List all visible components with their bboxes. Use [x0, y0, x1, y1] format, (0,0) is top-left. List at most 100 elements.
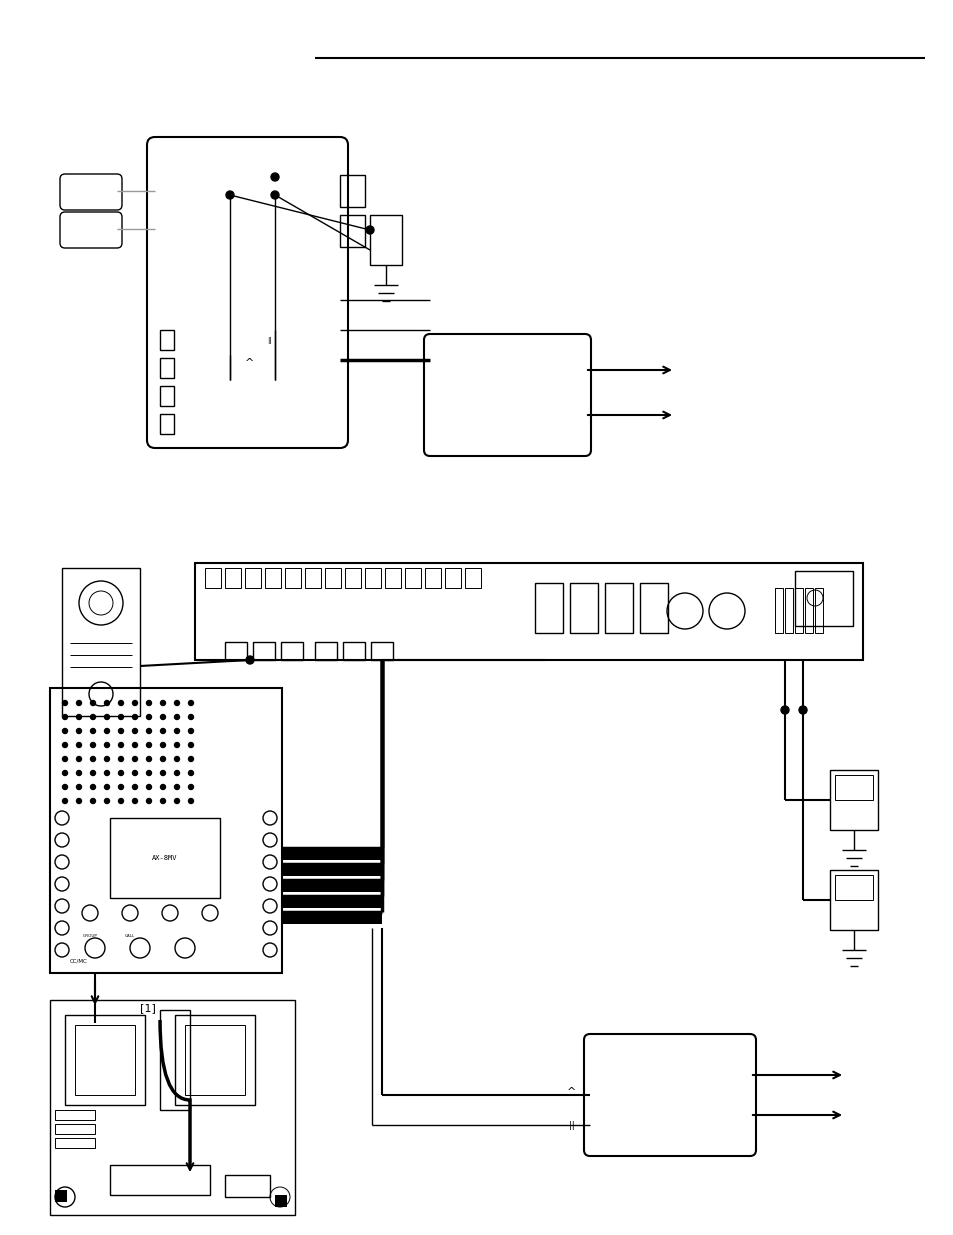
Circle shape [160, 742, 165, 747]
Bar [814, 588, 822, 634]
Circle shape [132, 799, 137, 804]
Bar [62, 568, 140, 716]
Text: ||: || [268, 336, 273, 343]
Circle shape [132, 742, 137, 747]
Bar [282, 864, 381, 876]
Bar [405, 568, 420, 588]
Circle shape [91, 742, 95, 747]
Circle shape [189, 729, 193, 734]
Circle shape [147, 784, 152, 789]
Circle shape [160, 799, 165, 804]
Circle shape [799, 706, 806, 714]
Bar [365, 568, 380, 588]
Circle shape [132, 757, 137, 762]
Circle shape [189, 799, 193, 804]
Bar [535, 583, 562, 634]
Bar [75, 1025, 135, 1095]
Bar [282, 911, 381, 924]
Circle shape [63, 742, 68, 747]
Bar [305, 568, 320, 588]
Circle shape [105, 771, 110, 776]
Circle shape [105, 784, 110, 789]
Bar [50, 1000, 294, 1215]
Bar [444, 568, 460, 588]
Circle shape [189, 715, 193, 720]
Circle shape [174, 742, 179, 747]
Bar [185, 1025, 245, 1095]
Circle shape [174, 729, 179, 734]
Bar [281, 642, 303, 659]
Bar [829, 769, 877, 830]
Circle shape [91, 784, 95, 789]
Text: CALL: CALL [125, 934, 135, 939]
Circle shape [118, 799, 123, 804]
Circle shape [189, 700, 193, 705]
Bar [343, 642, 365, 659]
Bar [50, 688, 282, 973]
Circle shape [174, 757, 179, 762]
Circle shape [63, 799, 68, 804]
FancyBboxPatch shape [60, 174, 122, 210]
Circle shape [63, 784, 68, 789]
Circle shape [132, 729, 137, 734]
Circle shape [781, 706, 788, 714]
Circle shape [76, 799, 81, 804]
Circle shape [76, 784, 81, 789]
Bar [160, 358, 173, 378]
Bar [464, 568, 480, 588]
Bar [194, 563, 862, 659]
Circle shape [160, 771, 165, 776]
Circle shape [76, 742, 81, 747]
Circle shape [63, 771, 68, 776]
Bar [55, 1191, 67, 1202]
Circle shape [105, 742, 110, 747]
Circle shape [147, 729, 152, 734]
Bar [804, 588, 812, 634]
Bar [160, 414, 173, 433]
Bar [345, 568, 360, 588]
Bar [253, 642, 274, 659]
Circle shape [76, 715, 81, 720]
Bar [784, 588, 792, 634]
Circle shape [76, 700, 81, 705]
Bar [282, 897, 381, 908]
Bar [829, 869, 877, 930]
Bar [225, 568, 241, 588]
Circle shape [271, 191, 278, 199]
Text: [1]: [1] [140, 1003, 155, 1013]
Circle shape [174, 799, 179, 804]
Bar [604, 583, 633, 634]
Circle shape [189, 784, 193, 789]
Circle shape [174, 784, 179, 789]
Bar [385, 568, 400, 588]
Bar [774, 588, 782, 634]
Bar [794, 588, 802, 634]
Circle shape [105, 757, 110, 762]
Circle shape [105, 799, 110, 804]
Circle shape [132, 715, 137, 720]
Circle shape [105, 715, 110, 720]
Circle shape [189, 771, 193, 776]
Bar [371, 642, 393, 659]
Circle shape [76, 771, 81, 776]
Circle shape [132, 771, 137, 776]
Bar [55, 1124, 95, 1134]
Bar [225, 642, 247, 659]
Circle shape [174, 771, 179, 776]
Circle shape [271, 173, 278, 182]
Circle shape [118, 757, 123, 762]
Circle shape [226, 191, 233, 199]
Circle shape [174, 700, 179, 705]
Text: ||: || [569, 1120, 575, 1130]
Text: ^: ^ [245, 358, 254, 368]
Circle shape [147, 799, 152, 804]
Bar [282, 881, 381, 892]
Circle shape [63, 729, 68, 734]
Bar [794, 571, 852, 626]
Bar [174, 1015, 254, 1105]
Bar [160, 1010, 190, 1110]
Text: ^: ^ [567, 1087, 576, 1097]
Bar [834, 776, 872, 800]
Circle shape [160, 715, 165, 720]
Bar [339, 215, 365, 247]
